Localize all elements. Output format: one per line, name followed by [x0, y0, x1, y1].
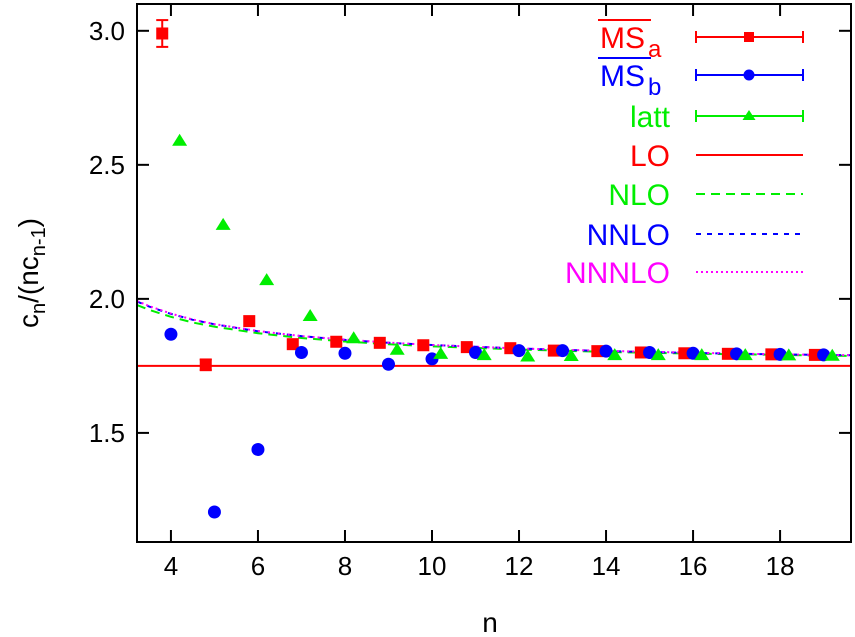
circle-marker: [643, 345, 657, 359]
data-points: [156, 19, 840, 519]
y-tick-label: 3.0: [89, 16, 125, 46]
square-marker: [744, 32, 754, 42]
triangle-marker: [346, 331, 362, 344]
triangle-marker: [215, 217, 231, 230]
x-axis-label: n: [482, 607, 498, 637]
triangle-marker: [476, 348, 492, 361]
triangle-marker: [607, 348, 623, 361]
square-marker: [243, 315, 256, 328]
legend-label: NNNLO: [565, 257, 670, 290]
triangle-marker: [259, 273, 275, 286]
triangle-marker: [824, 348, 840, 361]
axes: 4 6 8 10 12 14 16 18 1.5 2.0 2.5 3.0: [89, 3, 852, 581]
circle-marker: [686, 346, 700, 360]
circle-marker: [599, 344, 613, 358]
legend-label: NNLO: [587, 219, 670, 252]
legend-label: latt: [630, 101, 671, 134]
legend-item-msa: MS a: [598, 19, 804, 63]
legend-label: NLO: [608, 179, 670, 212]
square-marker: [417, 339, 430, 352]
plot-frame: [136, 3, 852, 543]
circle-marker: [251, 443, 265, 457]
y-tick-label: 1.5: [89, 418, 125, 448]
x-tick-label: 6: [251, 551, 265, 581]
triangle-marker: [302, 309, 318, 322]
legend-item-msb: MS b: [598, 57, 804, 101]
circle-marker: [164, 327, 178, 341]
circle-marker: [469, 345, 483, 359]
triangle-marker: [650, 348, 666, 361]
triangle-marker: [742, 110, 756, 120]
square-marker: [373, 336, 386, 349]
legend-item-nnlo: NNLO: [587, 219, 803, 252]
circle-marker: [207, 505, 221, 519]
circle-marker: [512, 344, 526, 358]
x-tick-label: 4: [164, 551, 178, 581]
circle-marker: [556, 344, 570, 358]
triangle-marker: [737, 348, 753, 361]
triangle-marker: [781, 348, 797, 361]
legend-label-subscript: b: [648, 74, 661, 101]
square-marker: [286, 338, 299, 351]
circle-marker: [743, 69, 755, 81]
legend-item-lo: LO: [630, 140, 803, 173]
square-marker: [199, 358, 212, 371]
legend-label: MS: [600, 22, 645, 55]
square-marker: [156, 27, 169, 40]
legend-label-subscript: a: [648, 36, 662, 63]
x-tick-label: 18: [766, 551, 795, 581]
y-tick-label: 2.0: [89, 284, 125, 314]
curve-nnnlo: [137, 300, 851, 357]
circle-marker: [338, 346, 352, 360]
triangle-marker: [389, 342, 405, 355]
triangle-marker: [694, 348, 710, 361]
y-tick-label: 2.5: [89, 150, 125, 180]
triangle-marker: [563, 348, 579, 361]
y-axis-label: cn/(ncn-1): [13, 218, 50, 328]
legend-item-nlo: NLO: [608, 179, 803, 212]
legend-item-latt: latt: [630, 101, 804, 134]
triangle-marker: [172, 133, 188, 146]
x-tick-label: 10: [418, 551, 447, 581]
x-tick-label: 8: [338, 551, 352, 581]
legend-label: LO: [630, 140, 670, 173]
legend-label: MS: [600, 60, 645, 93]
curves: [137, 300, 851, 367]
triangle-marker: [433, 346, 449, 359]
circle-marker: [294, 345, 308, 359]
triangle-marker: [520, 349, 536, 362]
x-tick-label: 16: [679, 551, 708, 581]
legend-item-nnnlo: NNNLO: [565, 257, 803, 290]
circle-marker: [381, 357, 395, 371]
square-marker: [330, 335, 343, 348]
x-tick-label: 12: [505, 551, 534, 581]
x-tick-label: 14: [592, 551, 621, 581]
